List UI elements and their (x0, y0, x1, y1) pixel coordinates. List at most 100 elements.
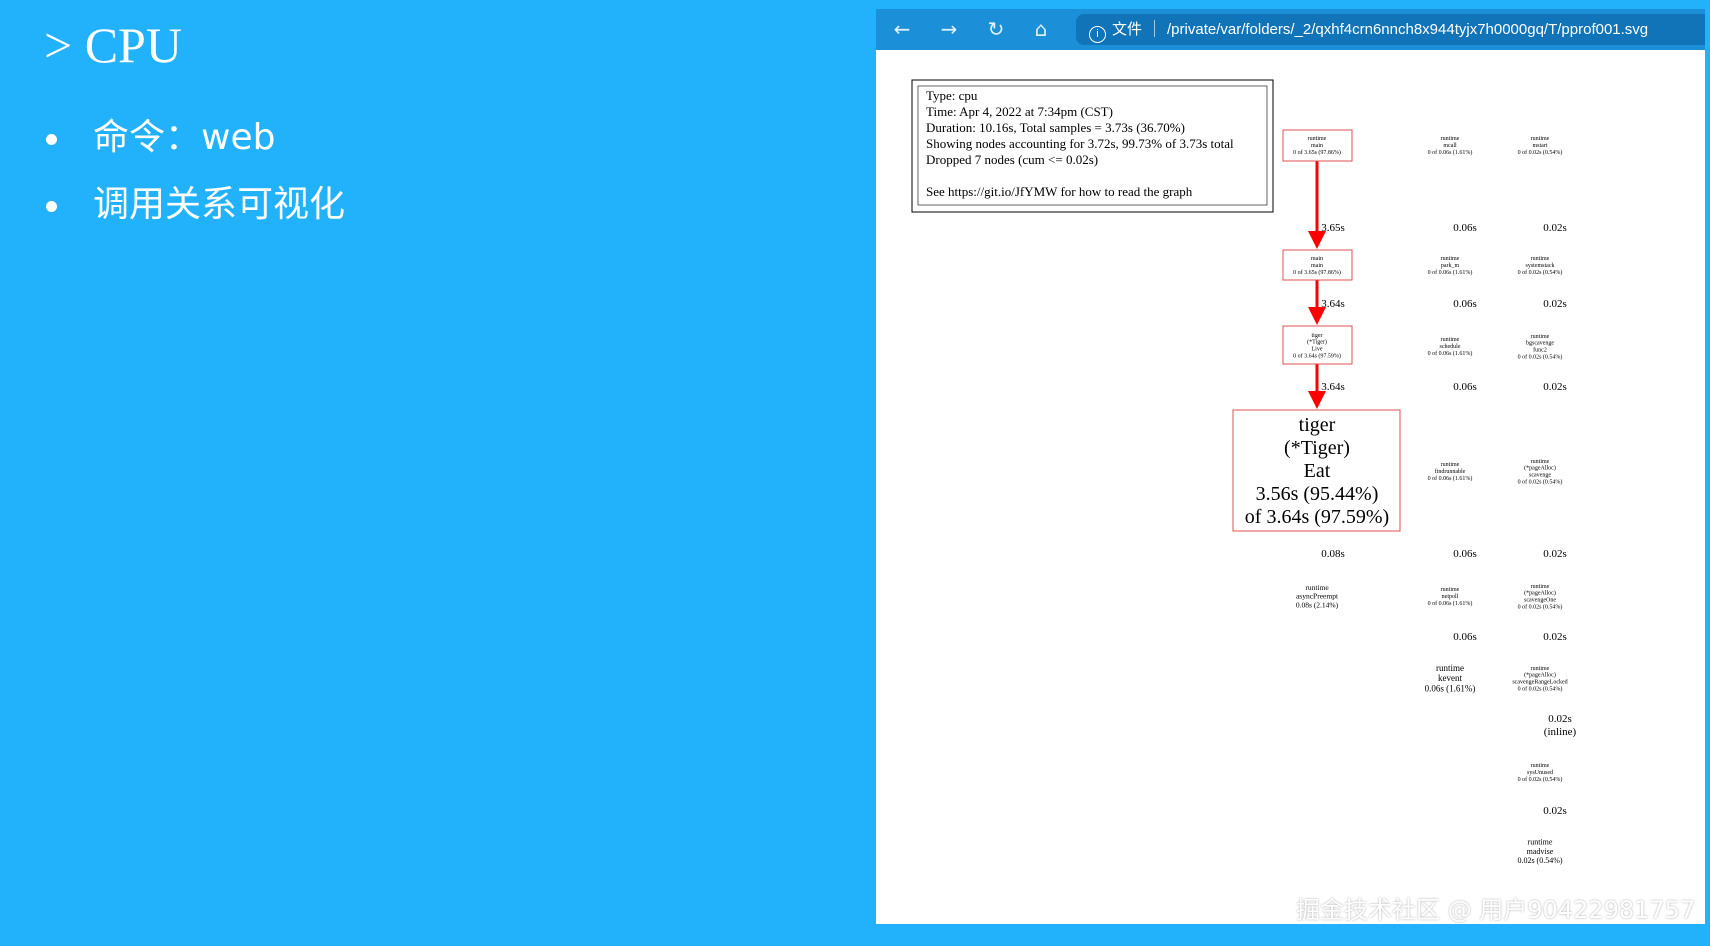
home-icon[interactable]: ⌂ (1034, 17, 1048, 41)
node-label: runtime (1308, 136, 1327, 142)
watermark: 掘金技术社区 @ 用户9042298175​7 (1296, 896, 1696, 924)
graph-edge[interactable]: 3.64s (1308, 280, 1345, 325)
graph-edge[interactable]: 0.02s (1543, 381, 1567, 393)
node-label: runtime (1441, 136, 1460, 142)
divider (1154, 20, 1156, 37)
node-label: 0 of 3.65s (97.86%) (1293, 149, 1341, 156)
node-label: scavenge (1529, 473, 1551, 479)
node-label: 0 of 0.06s (1.61%) (1428, 350, 1473, 357)
graph-edge[interactable]: 0.06s (1453, 548, 1477, 560)
slide-title: > CPU (44, 17, 182, 73)
forward-arrow-icon[interactable]: → (940, 17, 958, 41)
edge-label: 0.02s (1543, 222, 1567, 234)
back-arrow-icon[interactable]: ← (893, 17, 911, 41)
edge-label: 0.02s (1543, 548, 1567, 560)
node-label: 3.56s (95.44%) (1256, 483, 1379, 505)
edge-label: 0.02s (1543, 298, 1567, 310)
node-label: 0 of 0.02s (0.54%) (1518, 603, 1563, 610)
graph-edge[interactable]: 0.02s (1543, 548, 1567, 560)
graph-edge[interactable]: 0.02s (1543, 298, 1567, 310)
node-label: 0 of 0.02s (0.54%) (1518, 776, 1563, 783)
info-icon[interactable]: i (1089, 26, 1106, 43)
node-label: runtime (1531, 136, 1550, 142)
edge-label: 0.06s (1453, 381, 1477, 393)
reload-icon[interactable]: ↻ (987, 17, 1005, 41)
node-label: systemstack (1526, 263, 1555, 269)
node-label: (*Tiger) (1307, 339, 1327, 346)
bullet-dot-icon (46, 133, 57, 145)
edge-label: 0.02s (1543, 805, 1567, 817)
node-label: netpoll (1442, 594, 1459, 600)
graph-edge[interactable]: 0.02s (1543, 631, 1567, 643)
node-label: findrunnable (1435, 468, 1466, 475)
edge-label: 0.06s (1453, 548, 1477, 560)
edge-label: 0.08s (1321, 548, 1345, 560)
legend-line: Time: Apr 4, 2022 at 7:34pm (CST) (926, 104, 1113, 119)
node-box (1232, 409, 1401, 532)
graph-edge[interactable]: 0.06s (1453, 298, 1477, 310)
bullet-item: 命令：web (46, 108, 275, 160)
node-label: bgscavenge (1526, 341, 1554, 347)
node-label: 0 of 0.02s (0.54%) (1518, 478, 1563, 485)
graph-edge[interactable]: 0.02s (1543, 222, 1567, 234)
node-label: (*pageAlloc) (1524, 672, 1556, 679)
url-text[interactable]: /private/var/folders/_2/qxhf4crn6nnch8x9… (1167, 21, 1649, 38)
graph-edge[interactable]: 0.06s (1453, 222, 1477, 234)
edge-label: 3.64s (1321, 298, 1345, 310)
legend-line: Type: cpu (926, 88, 978, 103)
graph-edge[interactable]: 3.65s (1308, 161, 1345, 249)
node-label: runtime (1528, 838, 1553, 847)
node-label: runtime (1441, 462, 1460, 468)
node-label: scavengeOne (1524, 598, 1556, 604)
node-label: runtime (1441, 587, 1460, 593)
bullet-dot-icon (46, 200, 57, 212)
node-label: 0 of 0.02s (0.54%) (1518, 685, 1563, 692)
node-label: kevent (1438, 673, 1462, 683)
graph-edge[interactable]: 0.06s (1453, 381, 1477, 393)
node-label: runtime (1441, 337, 1460, 343)
graph-edge[interactable]: 0.02s (1543, 805, 1567, 817)
node-label: 0.02s (0.54%) (1517, 856, 1562, 865)
graph-edge[interactable]: 0.06s (1453, 631, 1477, 643)
node-label: 0.08s (2.14%) (1296, 600, 1339, 609)
node-label: func2 (1533, 347, 1547, 354)
node-label: Live (1312, 347, 1323, 353)
graph-edge[interactable]: 0.02s(inline) (1544, 713, 1577, 738)
node-label: main (1311, 256, 1323, 262)
bullet-item: 调用关系可视化 (46, 175, 345, 227)
node-label: park_m (1441, 263, 1460, 269)
graph-node[interactable]: runtime(*pageAlloc)scavengeRangeLocked0 … (1512, 666, 1567, 693)
graph-edge[interactable]: 3.64s (1308, 364, 1345, 409)
address-bar[interactable]: i 文件/private/var/folders/_2/qxhf4crn6nnch… (1076, 14, 1705, 45)
edge-label: 0.06s (1453, 298, 1477, 310)
node-label: 0.06s (1.61%) (1425, 684, 1476, 694)
node-label: runtime (1531, 763, 1550, 769)
node-label: 0 of 0.02s (0.54%) (1518, 269, 1563, 276)
node-box (1282, 129, 1353, 162)
node-label: of 3.64s (97.59%) (1245, 506, 1389, 528)
legend-line: See https://git.io/JfYMW for how to read… (926, 184, 1193, 199)
edge-label: 0.02s (1543, 631, 1567, 643)
graph-edge[interactable]: 0.08s (1321, 548, 1345, 560)
node-label: runtime (1531, 334, 1550, 340)
node-label: (*pageAlloc) (1524, 465, 1556, 472)
